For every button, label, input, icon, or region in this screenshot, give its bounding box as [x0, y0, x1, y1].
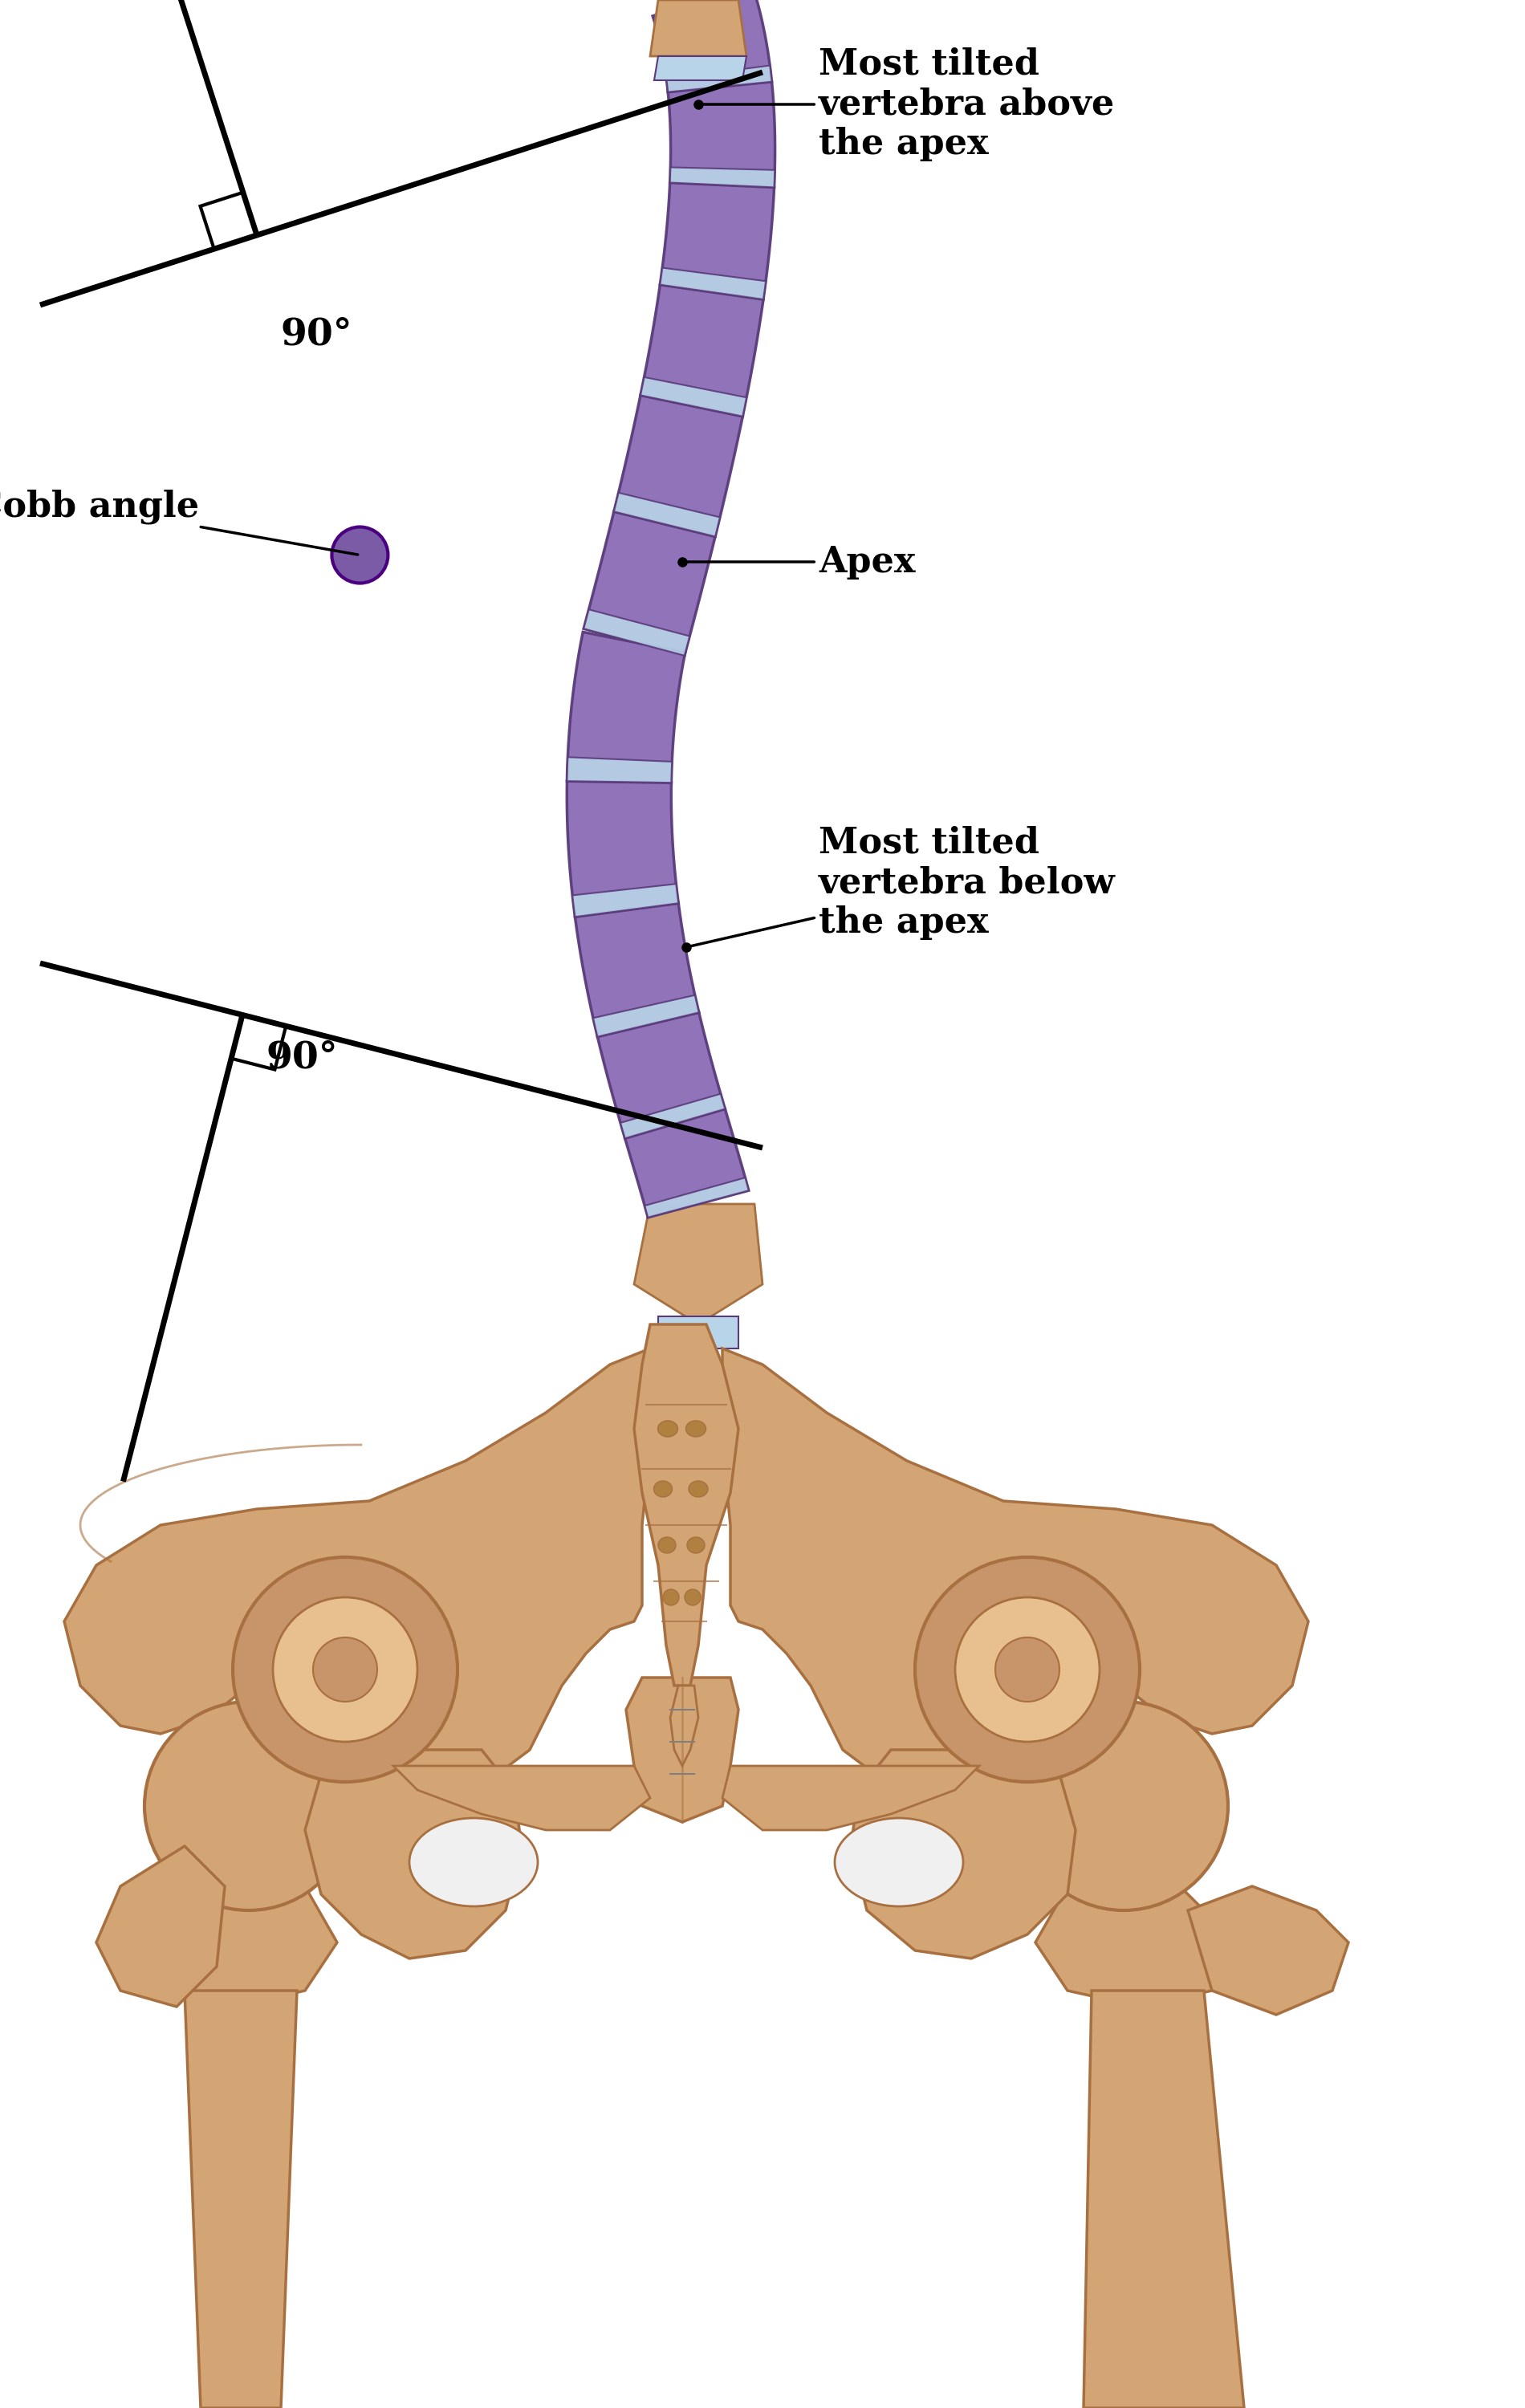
Circle shape: [332, 527, 387, 583]
Ellipse shape: [409, 1818, 538, 1907]
Polygon shape: [669, 1686, 698, 1765]
Ellipse shape: [654, 1481, 673, 1498]
Text: 90°: 90°: [281, 315, 352, 352]
Ellipse shape: [663, 1589, 679, 1606]
Polygon shape: [621, 1093, 724, 1139]
Polygon shape: [666, 65, 772, 92]
Polygon shape: [567, 780, 679, 917]
Polygon shape: [575, 903, 698, 1038]
Polygon shape: [393, 1765, 650, 1830]
Polygon shape: [567, 631, 685, 783]
Ellipse shape: [688, 1536, 705, 1553]
Polygon shape: [851, 1751, 1075, 1958]
Polygon shape: [615, 395, 743, 537]
Polygon shape: [615, 494, 720, 537]
Polygon shape: [627, 1678, 738, 1823]
Polygon shape: [723, 1765, 979, 1830]
Polygon shape: [136, 1885, 337, 2006]
Polygon shape: [64, 1348, 650, 1782]
Polygon shape: [659, 1317, 738, 1348]
Polygon shape: [1084, 1991, 1244, 2408]
Polygon shape: [654, 55, 746, 79]
Ellipse shape: [689, 1481, 708, 1498]
Polygon shape: [1035, 1885, 1237, 2006]
Circle shape: [313, 1637, 377, 1702]
Text: Most tilted
vertebra above
the apex: Most tilted vertebra above the apex: [700, 48, 1115, 161]
Ellipse shape: [834, 1818, 964, 1907]
Circle shape: [233, 1558, 458, 1782]
Polygon shape: [305, 1751, 522, 1958]
Text: Most tilted
vertebra below
the apex: Most tilted vertebra below the apex: [688, 826, 1115, 946]
Ellipse shape: [686, 1421, 706, 1438]
Circle shape: [145, 1702, 354, 1910]
Polygon shape: [634, 1324, 738, 1686]
Polygon shape: [567, 756, 673, 783]
Polygon shape: [185, 1991, 297, 2408]
Polygon shape: [96, 1847, 224, 2006]
Polygon shape: [598, 1011, 724, 1139]
Circle shape: [915, 1558, 1139, 1782]
Polygon shape: [584, 609, 689, 655]
Polygon shape: [660, 183, 775, 299]
Polygon shape: [669, 166, 775, 188]
Polygon shape: [668, 82, 775, 188]
Circle shape: [955, 1597, 1100, 1741]
Text: Cobb angle: Cobb angle: [0, 489, 358, 554]
Polygon shape: [1188, 1885, 1348, 2015]
Polygon shape: [723, 1348, 1308, 1782]
Polygon shape: [645, 1178, 749, 1218]
Polygon shape: [640, 284, 764, 417]
Circle shape: [273, 1597, 418, 1741]
Polygon shape: [634, 1204, 762, 1324]
Ellipse shape: [657, 1421, 677, 1438]
Polygon shape: [660, 267, 766, 299]
Polygon shape: [572, 884, 679, 917]
Polygon shape: [650, 0, 746, 55]
Circle shape: [996, 1637, 1060, 1702]
Polygon shape: [593, 995, 698, 1038]
Ellipse shape: [685, 1589, 700, 1606]
Polygon shape: [653, 0, 772, 92]
Text: 90°: 90°: [267, 1038, 339, 1076]
Polygon shape: [584, 510, 715, 655]
Ellipse shape: [659, 1536, 676, 1553]
Polygon shape: [625, 1110, 749, 1218]
Polygon shape: [640, 378, 747, 417]
Circle shape: [1019, 1702, 1228, 1910]
Text: Apex: Apex: [685, 544, 915, 580]
